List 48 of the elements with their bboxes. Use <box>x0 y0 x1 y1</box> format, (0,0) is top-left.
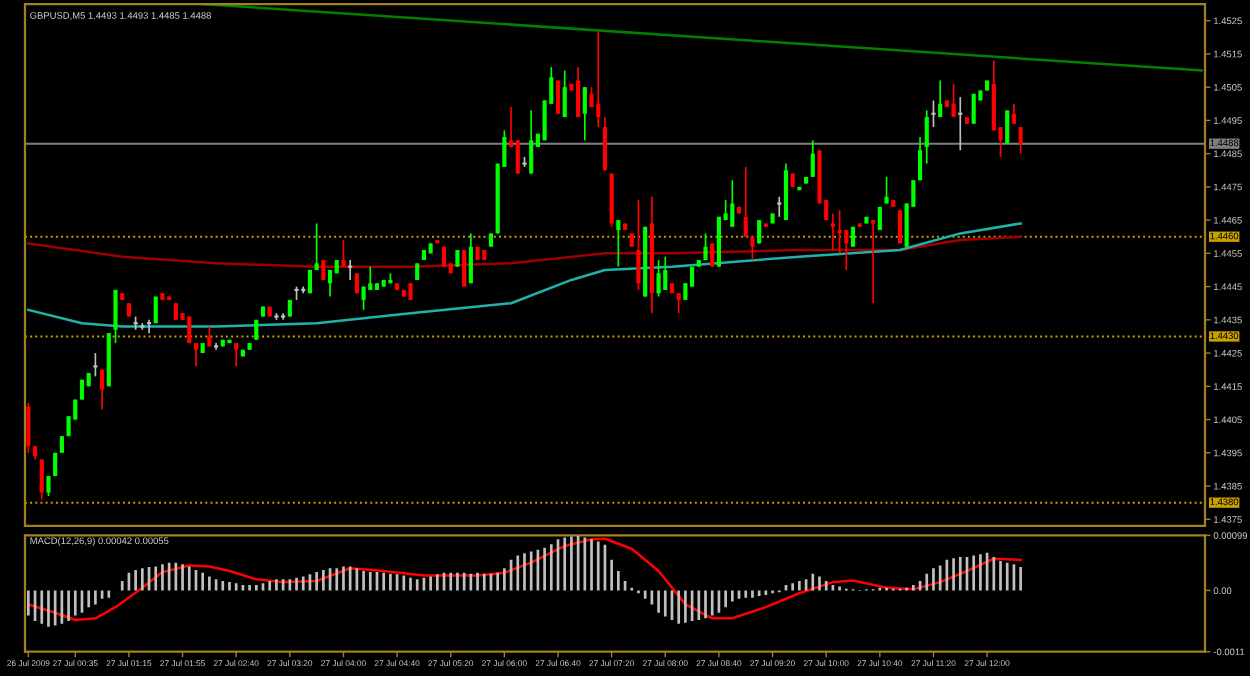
candlestick <box>656 259 661 298</box>
candlestick <box>314 222 319 271</box>
candlestick <box>26 402 31 454</box>
candlestick <box>703 232 708 261</box>
line-series <box>27 235 1022 268</box>
candlestick <box>991 59 996 132</box>
candlestick <box>830 212 835 251</box>
candlestick <box>193 342 199 368</box>
candlestick <box>844 229 849 271</box>
candlestick <box>462 249 467 288</box>
candlestick <box>917 136 923 182</box>
candlestick <box>113 289 118 344</box>
candlestick <box>576 66 581 118</box>
candlestick <box>636 199 641 291</box>
candlestick <box>938 79 943 118</box>
candlestick <box>596 29 601 128</box>
candlestick <box>582 86 587 142</box>
candlestick <box>676 292 681 315</box>
candlestick <box>951 82 956 118</box>
candlestick <box>930 99 937 128</box>
line-series <box>27 537 1022 622</box>
candlestick <box>234 342 239 368</box>
candlestick <box>529 109 534 175</box>
candlestick <box>743 166 748 238</box>
candlestick <box>46 475 51 497</box>
candlestick <box>1011 102 1016 125</box>
candlestick <box>810 139 815 178</box>
candlestick <box>663 255 668 291</box>
candlestick <box>924 109 929 165</box>
candlestick <box>100 368 105 411</box>
candlestick <box>562 69 567 118</box>
candlestick <box>515 139 520 175</box>
candlestick <box>897 209 903 245</box>
candlestick <box>730 179 735 228</box>
candlestick <box>776 196 783 218</box>
candlestick <box>602 116 608 172</box>
line-series <box>27 222 1022 328</box>
candlestick <box>468 232 473 285</box>
candlestick <box>321 259 326 281</box>
candlestick <box>1018 126 1023 155</box>
candlestick <box>39 458 44 501</box>
candlestick <box>341 239 346 268</box>
candlestick <box>616 219 621 268</box>
candlestick <box>1005 109 1010 145</box>
candlestick <box>555 79 561 115</box>
candlestick <box>884 176 889 205</box>
candlestick <box>971 92 976 125</box>
candlestick <box>710 242 715 268</box>
